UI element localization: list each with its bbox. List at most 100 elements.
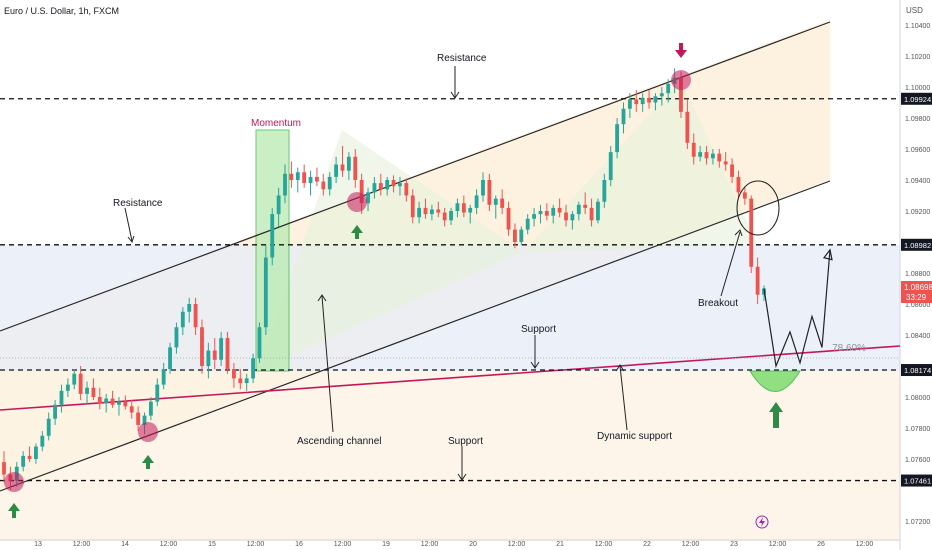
- candles: [2, 68, 766, 490]
- annotation-pointers: [124, 66, 743, 481]
- candle-body: [40, 435, 45, 447]
- triangle-zone-b: [523, 80, 758, 252]
- lightning-icon[interactable]: [755, 515, 769, 529]
- candle-body: [576, 204, 581, 215]
- marker-circle: [138, 422, 158, 442]
- candle-body: [596, 201, 600, 221]
- candle-body: [698, 152, 703, 157]
- candle-body: [742, 192, 747, 199]
- candle-body: [104, 398, 109, 404]
- candle-body: [589, 207, 594, 221]
- candle-body: [308, 176, 313, 184]
- candle-body: [378, 183, 383, 190]
- candle-body: [474, 195, 479, 208]
- current-price-label: 1.08698: [904, 283, 932, 292]
- candle-body: [53, 404, 58, 419]
- candle-body: [219, 338, 224, 360]
- time-tick-label: 13: [34, 541, 42, 548]
- candle-body: [46, 418, 51, 436]
- candle-body: [704, 152, 709, 159]
- candle-body: [276, 195, 281, 215]
- candle-body: [353, 156, 358, 180]
- time-tick-label: 16: [295, 541, 303, 548]
- price-tick-label: 1.10200: [905, 54, 930, 61]
- candle-body: [372, 183, 377, 193]
- candle-body: [442, 212, 447, 221]
- time-tick-label: 22: [643, 541, 651, 548]
- chart-title: Euro / U.S. Dollar, 1h, FXCM: [4, 6, 120, 16]
- up-arrow-icon: [351, 225, 363, 239]
- candle-body: [659, 93, 664, 97]
- candle-body: [72, 373, 77, 385]
- candle-body: [481, 180, 485, 196]
- marker-circle: [4, 472, 24, 492]
- level-label: 1.08174: [904, 366, 931, 375]
- price-tick-label: 1.07800: [905, 426, 930, 433]
- label-breakout: Breakout: [698, 298, 738, 309]
- candle-body: [717, 153, 722, 162]
- time-tick-label: 12:00: [73, 541, 91, 548]
- candle-body: [65, 384, 70, 391]
- candle-body: [117, 401, 121, 405]
- time-tick-label: 12:00: [769, 541, 787, 548]
- candle-body: [608, 152, 613, 180]
- candle-body: [34, 446, 38, 459]
- candle-body: [710, 153, 715, 159]
- price-tick-label: 1.08000: [905, 395, 930, 402]
- candle-body: [2, 462, 6, 475]
- support-bowl: [749, 370, 801, 392]
- candle-body: [570, 214, 575, 221]
- candle-body: [334, 164, 339, 177]
- candle-body: [270, 214, 275, 258]
- level-tag: [901, 92, 932, 105]
- annotation-labels: Resistance Resistance Momentum Support S…: [113, 53, 738, 447]
- label-ascending-channel: Ascending channel: [297, 436, 382, 447]
- channel-lower-line: [0, 180, 831, 492]
- level-label: 1.07461: [904, 477, 931, 486]
- level-label: 1.08982: [904, 241, 931, 250]
- candle-body: [493, 198, 498, 205]
- candle-body: [436, 209, 441, 213]
- price-tick-label: 1.10000: [905, 85, 930, 92]
- label-resistance-left: Resistance: [113, 198, 163, 209]
- candle-body: [200, 327, 204, 366]
- price-tick-label: 1.10400: [905, 23, 930, 30]
- candle-body: [423, 207, 428, 215]
- dynamic-support-line: [0, 345, 901, 411]
- candle-body: [538, 211, 543, 215]
- candle-body: [91, 387, 96, 397]
- lower-zone: [0, 371, 900, 541]
- candle-body: [615, 124, 620, 153]
- time-tick-label: 12:00: [682, 541, 700, 548]
- projection-arrowhead: [822, 248, 833, 261]
- price-tick-label: 1.09400: [905, 178, 930, 185]
- candle-body: [468, 207, 473, 213]
- channel-upper-line: [0, 21, 831, 332]
- up-arrows: [8, 225, 783, 518]
- label-momentum: Momentum: [251, 118, 301, 129]
- up-arrow-icon: [769, 402, 783, 428]
- down-arrow-icon: [675, 43, 687, 58]
- price-tick-label: 1.07600: [905, 457, 930, 464]
- breakout-circle: [736, 180, 780, 236]
- candle-body: [634, 99, 639, 105]
- time-tick-label: 23: [730, 541, 738, 548]
- candle-body: [385, 180, 390, 190]
- candle-body: [123, 401, 128, 407]
- candle-body: [366, 192, 370, 204]
- candle-body: [174, 327, 179, 348]
- time-tick-label: 20: [469, 541, 477, 548]
- candle-body: [180, 311, 185, 328]
- candle-body: [557, 207, 562, 213]
- candle-body: [455, 203, 460, 211]
- candle-body: [168, 347, 172, 370]
- candle-body: [513, 229, 517, 242]
- candle-body: [679, 77, 683, 112]
- candle-body: [289, 173, 294, 180]
- candle-body: [525, 218, 530, 230]
- time-axis: 13 12:00 14 12:00 15 12:00 16 12:00 19 12:00 20 12:…: [0, 539, 900, 548]
- background-zones: [0, 20, 900, 541]
- candle-body: [327, 176, 332, 190]
- candle-body: [110, 398, 115, 405]
